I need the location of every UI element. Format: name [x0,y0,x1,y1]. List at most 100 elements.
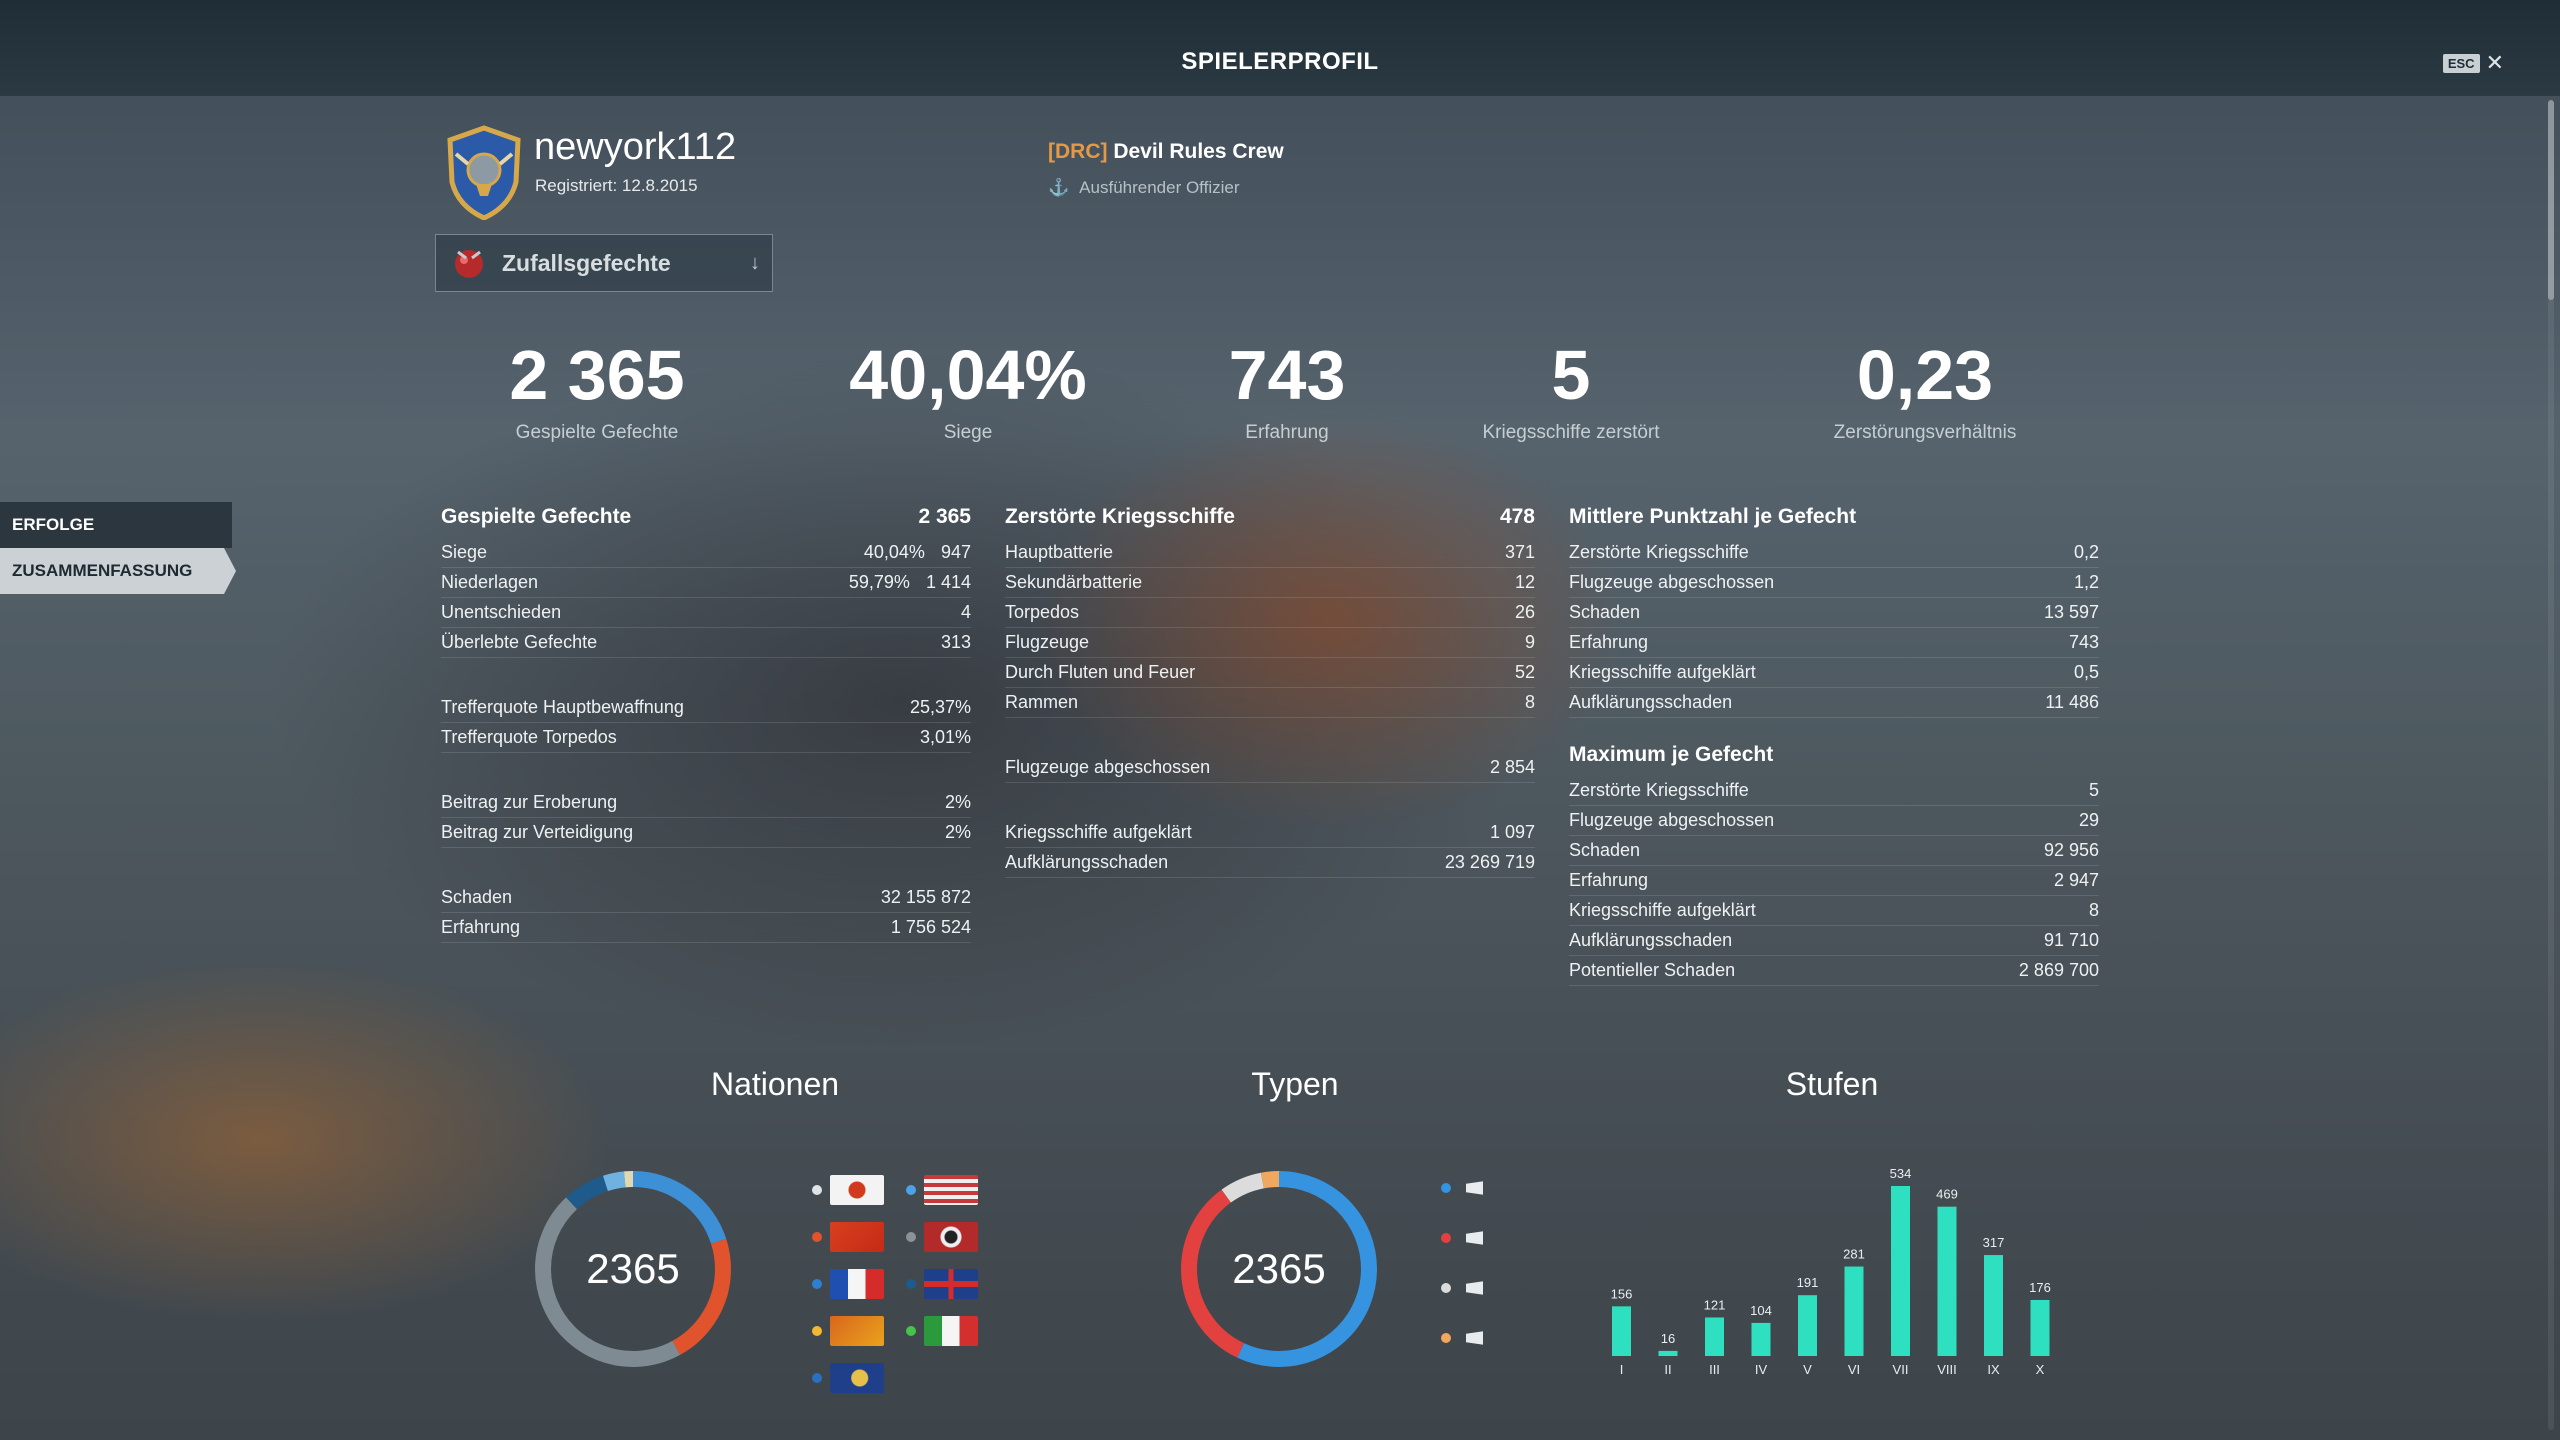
tier-bar-value-label: 121 [1704,1297,1726,1312]
stat-value: 313 [940,632,971,652]
stat-row: Flugzeuge abgeschossen 29 [1569,806,2099,836]
stat-battles-value: 2 365 [509,336,685,414]
legend-dot [812,1373,822,1383]
stat-value: 1,2 [2073,572,2099,592]
stat-value: 4 [960,602,971,622]
stat-label: Überlebte Gefechte [441,632,598,652]
stat-label: Aufklärungsschaden [1569,692,1733,712]
stat-kd-ratio-value: 0,23 [1856,336,1994,414]
stat-values: 4 [961,602,971,623]
stat-values: 2% [945,792,971,813]
legend-dot [812,1326,822,1336]
stat-value: 2% [944,792,971,812]
clan-tag[interactable]: [DRC] [1048,140,1108,163]
nations-donut-segment [535,1171,731,1367]
close-icon[interactable]: ✕ [2485,50,2504,75]
rank-emblem-icon [447,125,521,220]
stat-label: Flugzeuge abgeschossen [1005,757,1211,777]
tier-bar-value-label: 104 [1750,1303,1772,1318]
stat-row: Potentieller Schaden 2 869 700 [1569,956,2099,986]
clan-role-label: Ausführender Offizier [1079,178,1240,197]
clan-title[interactable]: Devil Rules Crew [1113,140,1284,163]
clan-role: ⚓ Ausführender Offizier [1048,178,1240,198]
stat-value: 11 486 [2045,692,2099,712]
stat-values: 59,79% 1 414 [849,572,971,593]
stat-wins: 40,04% Siege [798,340,1138,444]
types-donut-chart: 2365 [1176,1166,1382,1372]
stat-value: 91 710 [2043,930,2099,950]
stat-value: 92 956 [2043,840,2099,860]
stat-values: 2 947 [2054,870,2099,891]
stat-label: Erfahrung [1569,632,1649,652]
stat-values: 25,37% [910,697,971,718]
tier-tick-label: V [1803,1362,1812,1377]
battles-header: Gespielte Gefechte 2 365 [441,500,971,534]
stat-values: 26 [1515,602,1535,623]
scrollbar-thumb[interactable] [2548,100,2554,300]
tier-bar-value-label: 16 [1661,1331,1675,1346]
tier-bar-chart: 156 I 16 II 121 III 104 IV 191 V 281 VI 534 VII 469 VII… [1611,1166,2051,1377]
stat-row: Erfahrung 2 947 [1569,866,2099,896]
tier-bar-IV [1751,1322,1771,1356]
stat-label: Beitrag zur Verteidigung [441,822,634,842]
legend-dot [1441,1233,1451,1243]
stat-wins-label: Siege [943,422,993,443]
italy-flag [924,1316,978,1346]
tier-bar-value-label: 156 [1611,1286,1633,1301]
stat-label: Trefferquote Hauptbewaffnung [441,697,684,717]
tier-bar-value-label: 191 [1797,1275,1819,1290]
stat-values: 11 486 [2045,692,2099,713]
stat-label: Schaden [1569,840,1641,860]
stat-value: 0,5 [2073,662,2099,682]
kills-title: Zerstörte Kriegsschiffe [1005,505,1235,528]
stat-label: Aufklärungsschaden [1005,852,1169,872]
stat-label: Trefferquote Torpedos [441,727,617,747]
stat-label: Erfahrung [1569,870,1649,890]
types-title: Typen [1251,1066,1339,1102]
nav-achievements[interactable]: ERFOLGE [0,502,232,548]
random-battle-icon [455,250,483,278]
stat-value: 26 [1514,602,1535,622]
stat-row: Schaden 92 956 [1569,836,2099,866]
stat-row: Trefferquote Hauptbewaffnung 25,37% [441,693,971,723]
types-donut-segment [1181,1171,1377,1367]
stat-values: 92 956 [2044,840,2099,861]
stat-value: 2% [944,822,971,842]
battleship-icon [1466,1281,1490,1295]
china-flag [830,1222,884,1252]
stat-row: Flugzeuge abgeschossen 1,2 [1569,568,2099,598]
stat-label: Kriegsschiffe aufgeklärt [1569,662,1756,682]
battle-mode-dropdown[interactable]: Zufallsgefechte ↓ [435,234,773,292]
stat-label: Zerstörte Kriegsschiffe [1569,780,1749,800]
stat-values: 9 [1525,632,1535,653]
stat-value: 52 [1514,662,1535,682]
averages-title: Mittlere Punktzahl je Gefecht [1569,505,1857,528]
stat-row: Schaden 13 597 [1569,598,2099,628]
stat-label: Sekundärbatterie [1005,572,1143,592]
stat-label: Beitrag zur Eroberung [441,792,618,812]
commonwealth-flag [830,1363,884,1393]
stat-label: Hauptbatterie [1005,542,1114,562]
tier-bar-VI [1844,1266,1864,1356]
stat-label: Niederlagen [441,572,539,592]
legend-dot [906,1232,916,1242]
row-gap [1005,783,1535,818]
stat-row: Schaden 32 155 872 [441,883,971,913]
nav-summary[interactable]: ZUSAMMENFASSUNG [0,548,236,594]
stat-value: 3,01% [919,727,971,747]
stat-label: Schaden [1569,602,1641,622]
row-gap [441,848,971,883]
cruiser-icon [1466,1231,1490,1245]
stat-value: 5 [2088,780,2099,800]
close-button[interactable]: ESC ✕ [2442,50,2504,75]
tier-bar-II [1658,1350,1678,1356]
clan-name[interactable]: [DRC] Devil Rules Crew [1048,140,1284,164]
stat-value: 29 [2078,810,2099,830]
stat-row: Niederlagen 59,79% 1 414 [441,568,971,598]
tier-bar-I [1612,1306,1631,1356]
stat-experience-label: Erfahrung [1245,422,1329,443]
kills-total: 478 [1499,505,1535,528]
nations-donut-chart: 2365 [530,1166,736,1372]
scrollbar[interactable] [2548,100,2554,1430]
stat-values: 2 854 [1490,757,1535,778]
